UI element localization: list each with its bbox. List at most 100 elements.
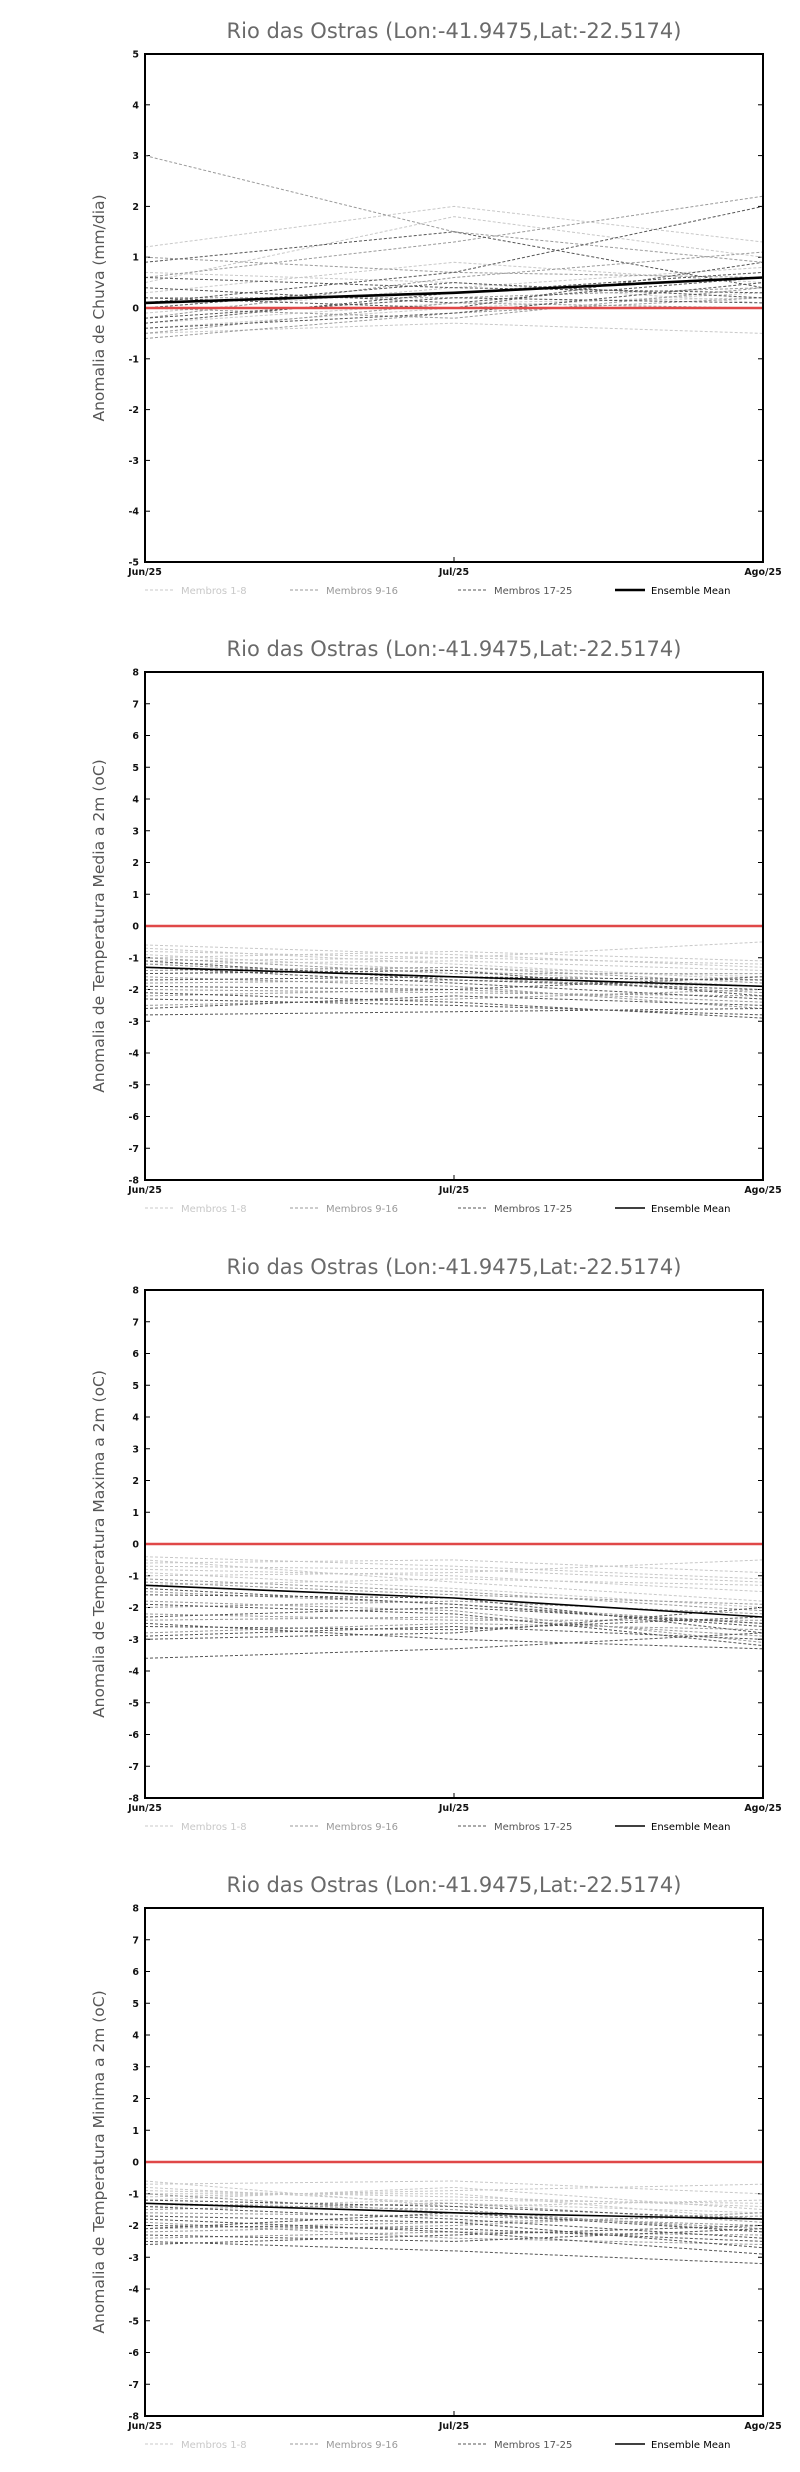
y-tick-label: 4 bbox=[132, 100, 139, 111]
legend-label-members-1-8: Membros 1-8 bbox=[181, 2440, 247, 2451]
ensemble-mean-line bbox=[144, 1584, 764, 1618]
series-line-members-9-16 bbox=[144, 1616, 764, 1637]
series-line-members-17-25 bbox=[144, 966, 764, 1000]
series-line-members-17-25 bbox=[144, 976, 764, 981]
series-line-members-17-25 bbox=[144, 2240, 764, 2265]
y-tick-label: -1 bbox=[128, 1571, 139, 1582]
y-tick-label: 0 bbox=[132, 1540, 139, 1551]
series-line-members-9-16 bbox=[144, 1622, 764, 1634]
x-tick-label: Ago/25 bbox=[744, 567, 781, 578]
series-line-members-9-16 bbox=[144, 1613, 763, 1621]
series-line-members-17-25 bbox=[144, 2218, 764, 2255]
x-tick-label: Jun/25 bbox=[127, 1185, 162, 1196]
series-line-members-17-25 bbox=[144, 1008, 764, 1016]
series-line-members-17-25 bbox=[144, 297, 764, 319]
series-line-members-9-16 bbox=[144, 287, 764, 319]
series-line-members-17-25 bbox=[144, 976, 764, 991]
y-tick-label: 4 bbox=[132, 1413, 139, 1424]
legend-label-members-1-8: Membros 1-8 bbox=[181, 1822, 247, 1833]
series-line-members-1-8 bbox=[144, 1559, 764, 1574]
y-tick-label: -2 bbox=[128, 2221, 139, 2232]
series-line-members-17-25 bbox=[144, 998, 764, 1016]
series-line-members-17-25 bbox=[144, 960, 764, 990]
series-line-members-9-16 bbox=[144, 988, 764, 1003]
y-tick-label: 3 bbox=[132, 151, 139, 162]
x-tick-label: Jul/25 bbox=[438, 567, 469, 578]
series-line-members-9-16 bbox=[144, 2215, 764, 2230]
y-tick-label: -7 bbox=[128, 2380, 139, 2391]
chart-svg: Rio das Ostras (Lon:-41.9475,Lat:-22.517… bbox=[90, 1873, 782, 2451]
legend-label-members-1-8: Membros 1-8 bbox=[181, 1204, 247, 1215]
series-line-members-17-25 bbox=[144, 282, 764, 329]
series-line-members-9-16 bbox=[144, 2202, 764, 2223]
series-line-members-1-8 bbox=[144, 957, 764, 965]
y-tick-label: -5 bbox=[128, 1698, 139, 1709]
series-line-members-17-25 bbox=[144, 2225, 764, 2245]
series-line-members-17-25 bbox=[144, 1594, 764, 1634]
legend-label-ensemble-mean: Ensemble Mean bbox=[651, 1204, 730, 1215]
y-tick-label: -4 bbox=[128, 1667, 139, 1678]
legend-label-members-9-16: Membros 9-16 bbox=[326, 586, 398, 597]
y-tick-label: -8 bbox=[128, 1176, 139, 1187]
y-tick-label: -2 bbox=[128, 405, 139, 416]
y-tick-label: 4 bbox=[132, 795, 139, 806]
y-tick-label: 6 bbox=[132, 731, 139, 742]
series-line-members-1-8 bbox=[144, 950, 764, 962]
series-line-members-9-16 bbox=[144, 976, 764, 1009]
y-tick-label: 2 bbox=[132, 1476, 139, 1487]
series-line-members-17-25 bbox=[144, 992, 764, 1019]
y-tick-label: -5 bbox=[128, 558, 139, 569]
series-line-members-17-25 bbox=[144, 1588, 764, 1627]
series-line-members-17-25 bbox=[144, 205, 764, 304]
series-line-members-9-16 bbox=[144, 251, 764, 319]
series-line-members-1-8 bbox=[144, 2186, 764, 2214]
series-line-members-17-25 bbox=[144, 2212, 764, 2233]
y-tick-label: 1 bbox=[132, 1508, 139, 1519]
series-line-members-17-25 bbox=[144, 277, 764, 304]
legend-label-members-1-8: Membros 1-8 bbox=[181, 586, 247, 597]
chart-panel: Rio das Ostras (Lon:-41.9475,Lat:-22.517… bbox=[0, 1236, 800, 1854]
legend-label-ensemble-mean: Ensemble Mean bbox=[651, 1822, 730, 1833]
x-tick-label: Ago/25 bbox=[744, 2421, 781, 2432]
legend-label-members-9-16: Membros 9-16 bbox=[326, 1822, 398, 1833]
plot-frame bbox=[144, 1289, 764, 1799]
y-tick-label: 5 bbox=[132, 1381, 139, 1392]
x-tick-label: Jul/25 bbox=[438, 2421, 469, 2432]
series-line-members-1-8 bbox=[144, 2183, 764, 2198]
y-tick-label: -5 bbox=[128, 2316, 139, 2327]
y-tick-label: -2 bbox=[128, 985, 139, 996]
ensemble-mean-line bbox=[144, 276, 764, 305]
y-tick-label: -3 bbox=[128, 1635, 139, 1646]
series-line-members-1-8 bbox=[144, 1559, 764, 1577]
y-tick-label: -5 bbox=[128, 1080, 139, 1091]
series-line-members-17-25 bbox=[144, 261, 764, 309]
series-line-members-17-25 bbox=[144, 2225, 764, 2242]
y-tick-label: -7 bbox=[128, 1144, 139, 1155]
chart-title: Rio das Ostras (Lon:-41.9475,Lat:-22.517… bbox=[227, 1873, 682, 1897]
y-tick-label: 2 bbox=[132, 2094, 139, 2105]
series-line-members-9-16 bbox=[144, 966, 764, 984]
y-axis-label: Anomalia de Temperatura Minima a 2m (oC) bbox=[90, 1990, 108, 2333]
y-tick-label: 8 bbox=[132, 1904, 139, 1915]
series-line-members-9-16 bbox=[144, 2202, 764, 2233]
series-line-members-1-8 bbox=[145, 2193, 764, 2220]
series-line-members-17-25 bbox=[144, 1632, 764, 1659]
x-tick-label: Jul/25 bbox=[438, 1803, 469, 1814]
chart-panel: Rio das Ostras (Lon:-41.9475,Lat:-22.517… bbox=[0, 1854, 800, 2472]
series-line-members-17-25 bbox=[144, 995, 764, 1009]
series-line-members-17-25 bbox=[144, 969, 764, 997]
series-line-members-17-25 bbox=[144, 1603, 764, 1647]
series-line-members-17-25 bbox=[144, 1606, 764, 1624]
series-line-members-9-16 bbox=[144, 1581, 764, 1605]
y-tick-label: 0 bbox=[132, 304, 139, 315]
plot-frame bbox=[144, 1907, 764, 2417]
series-line-members-1-8 bbox=[144, 960, 764, 971]
y-tick-label: 5 bbox=[132, 1999, 139, 2010]
y-tick-label: -3 bbox=[128, 1017, 139, 1028]
legend-label-members-17-25: Membros 17-25 bbox=[494, 1822, 572, 1833]
y-tick-label: 6 bbox=[132, 1967, 139, 1978]
x-tick-label: Jun/25 bbox=[127, 567, 162, 578]
chart-svg: Rio das Ostras (Lon:-41.9475,Lat:-22.517… bbox=[90, 637, 782, 1215]
series-line-members-1-8 bbox=[144, 297, 764, 324]
y-tick-label: 6 bbox=[132, 1349, 139, 1360]
